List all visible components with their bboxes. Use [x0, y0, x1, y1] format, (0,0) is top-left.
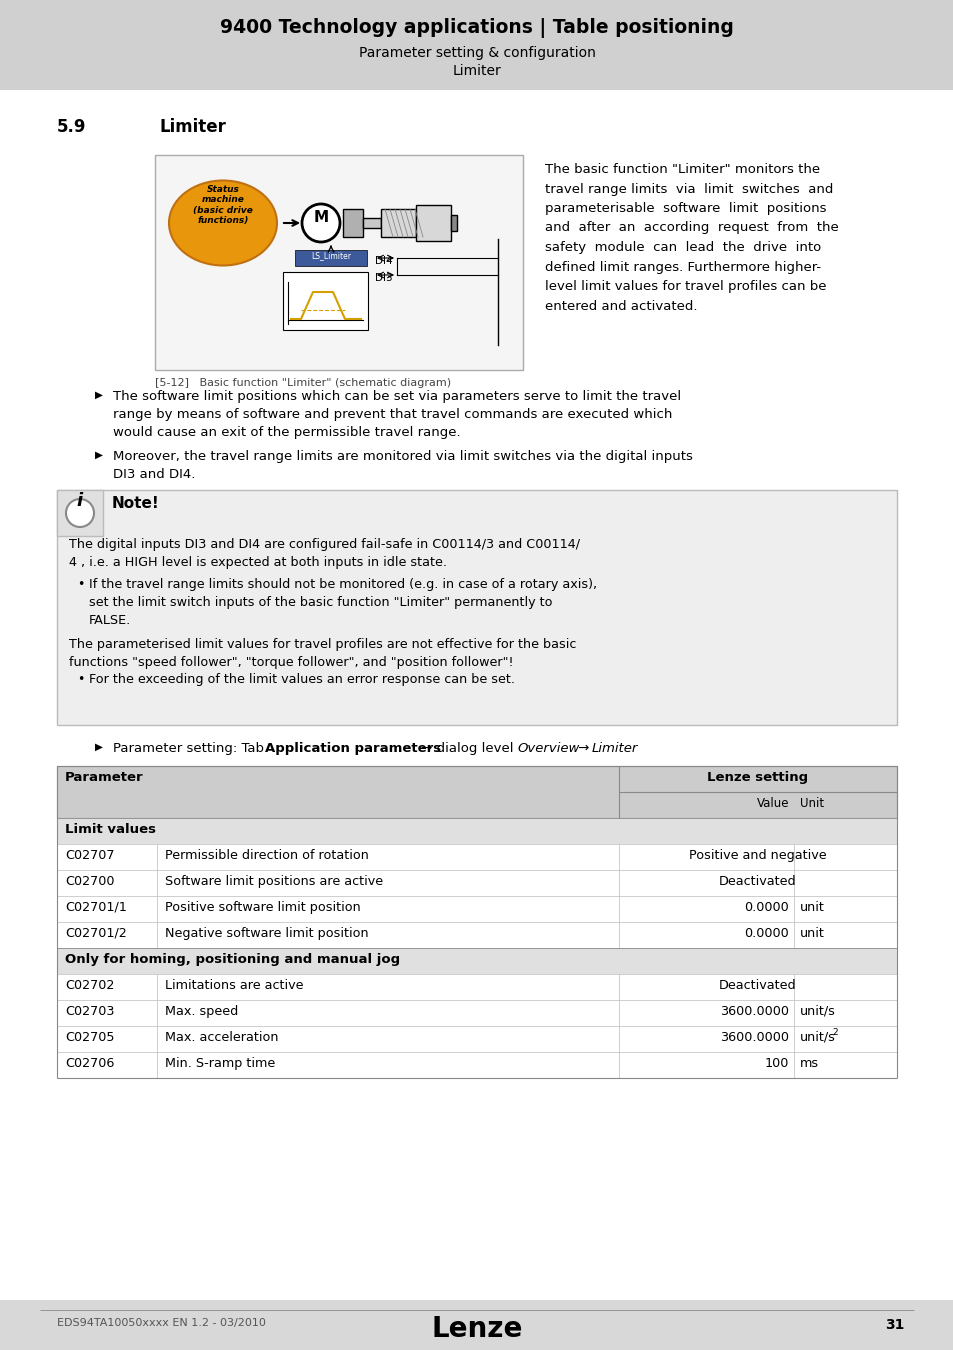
Text: Note!: Note!: [112, 495, 159, 512]
Text: DI4: DI4: [375, 256, 393, 266]
Text: Lenze setting: Lenze setting: [707, 771, 808, 784]
Text: The software limit positions which can be set via parameters serve to limit the : The software limit positions which can b…: [112, 390, 680, 439]
Bar: [57, 1026, 896, 1052]
Text: Lenze: Lenze: [431, 1315, 522, 1343]
Text: Value: Value: [756, 796, 788, 810]
Bar: [57, 490, 103, 536]
Text: Deactivated: Deactivated: [719, 979, 796, 992]
Bar: [57, 1052, 896, 1079]
Bar: [57, 948, 896, 973]
Text: LS_Limiter: LS_Limiter: [311, 251, 351, 261]
Text: 9400 Technology applications | Table positioning: 9400 Technology applications | Table pos…: [220, 18, 733, 38]
Text: Max. speed: Max. speed: [165, 1004, 238, 1018]
Text: If the travel range limits should not be monitored (e.g. in case of a rotary axi: If the travel range limits should not be…: [89, 578, 597, 626]
Text: C02702: C02702: [65, 979, 114, 992]
Text: unit: unit: [800, 900, 824, 914]
Bar: [416, 205, 451, 242]
Text: C02703: C02703: [65, 1004, 114, 1018]
Bar: [57, 922, 896, 948]
Text: C02706: C02706: [65, 1057, 114, 1071]
Text: unit/s: unit/s: [800, 1031, 835, 1044]
Text: unit: unit: [800, 927, 824, 940]
Text: M: M: [314, 209, 328, 224]
Text: The basic function "Limiter" monitors the
travel range limits  via  limit  switc: The basic function "Limiter" monitors th…: [544, 163, 838, 312]
Text: Parameter setting & configuration: Parameter setting & configuration: [358, 46, 595, 59]
Bar: [380, 209, 416, 238]
Text: Permissible direction of rotation: Permissible direction of rotation: [165, 849, 369, 863]
Text: [5-12]   Basic function "Limiter" (schematic diagram): [5-12] Basic function "Limiter" (schemat…: [154, 378, 451, 387]
Text: C02701/1: C02701/1: [65, 900, 127, 914]
Text: Positive software limit position: Positive software limit position: [165, 900, 360, 914]
Text: 3600.0000: 3600.0000: [720, 1031, 788, 1044]
Text: 3600.0000: 3600.0000: [720, 1004, 788, 1018]
Text: ▶: ▶: [95, 450, 103, 460]
Text: Parameter: Parameter: [65, 771, 144, 784]
Text: Software limit positions are active: Software limit positions are active: [165, 875, 383, 888]
Ellipse shape: [169, 181, 276, 266]
Text: For the exceeding of the limit values an error response can be set.: For the exceeding of the limit values an…: [89, 674, 515, 686]
Text: i: i: [77, 491, 83, 510]
Text: Limitations are active: Limitations are active: [165, 979, 303, 992]
Circle shape: [302, 204, 339, 242]
Text: C02705: C02705: [65, 1031, 114, 1044]
Text: unit/s: unit/s: [800, 1004, 835, 1018]
Text: 5.9: 5.9: [57, 117, 87, 136]
Text: Max. acceleration: Max. acceleration: [165, 1031, 278, 1044]
Text: Limiter: Limiter: [160, 117, 227, 136]
Bar: [294, 250, 367, 266]
Text: C02701/2: C02701/2: [65, 927, 127, 940]
Text: Limit values: Limit values: [65, 824, 156, 836]
Bar: [57, 765, 896, 818]
Text: ▶: ▶: [95, 743, 103, 752]
Text: → dialog level: → dialog level: [416, 743, 517, 755]
Text: Deactivated: Deactivated: [719, 875, 796, 888]
Text: 2: 2: [831, 1027, 837, 1037]
Text: 100: 100: [763, 1057, 788, 1071]
Text: Only for homing, positioning and manual jog: Only for homing, positioning and manual …: [65, 953, 399, 967]
Text: C02700: C02700: [65, 875, 114, 888]
Text: Application parameters: Application parameters: [265, 743, 440, 755]
Text: Parameter setting: Tab: Parameter setting: Tab: [112, 743, 268, 755]
Text: Min. S-ramp time: Min. S-ramp time: [165, 1057, 275, 1071]
Text: 0.0000: 0.0000: [743, 900, 788, 914]
Bar: [57, 896, 896, 922]
Circle shape: [66, 500, 94, 526]
Text: DI3: DI3: [375, 273, 393, 284]
Text: Limiter: Limiter: [452, 63, 501, 78]
Text: The digital inputs DI3 and DI4 are configured fail-safe in C00114/3 and C00114/
: The digital inputs DI3 and DI4 are confi…: [69, 539, 579, 568]
Bar: [57, 973, 896, 1000]
Text: Positive and negative: Positive and negative: [688, 849, 826, 863]
Text: Negative software limit position: Negative software limit position: [165, 927, 368, 940]
Bar: [154, 155, 522, 370]
Bar: [57, 844, 896, 869]
Text: •: •: [77, 674, 84, 686]
Bar: [57, 818, 896, 844]
Bar: [0, 0, 953, 90]
Text: ▶: ▶: [95, 390, 103, 400]
Text: Limiter: Limiter: [592, 743, 638, 755]
Bar: [0, 90, 953, 1300]
Text: Moreover, the travel range limits are monitored via limit switches via the digit: Moreover, the travel range limits are mo…: [112, 450, 692, 481]
Bar: [343, 209, 363, 238]
Bar: [363, 217, 380, 228]
Text: ms: ms: [800, 1057, 819, 1071]
Bar: [57, 490, 896, 725]
Text: Overview: Overview: [517, 743, 578, 755]
Bar: [57, 1000, 896, 1026]
Bar: [451, 215, 456, 231]
Bar: [57, 869, 896, 896]
Text: 0.0000: 0.0000: [743, 927, 788, 940]
Text: •: •: [77, 578, 84, 591]
Text: C02707: C02707: [65, 849, 114, 863]
Text: Unit: Unit: [800, 796, 823, 810]
Text: →: →: [574, 743, 593, 755]
Text: Status
machine
(basic drive
functions): Status machine (basic drive functions): [193, 185, 253, 225]
Text: EDS94TA10050xxxx EN 1.2 - 03/2010: EDS94TA10050xxxx EN 1.2 - 03/2010: [57, 1318, 266, 1328]
Text: 31: 31: [884, 1318, 904, 1332]
Bar: [283, 271, 368, 329]
Text: The parameterised limit values for travel profiles are not effective for the bas: The parameterised limit values for trave…: [69, 639, 576, 670]
